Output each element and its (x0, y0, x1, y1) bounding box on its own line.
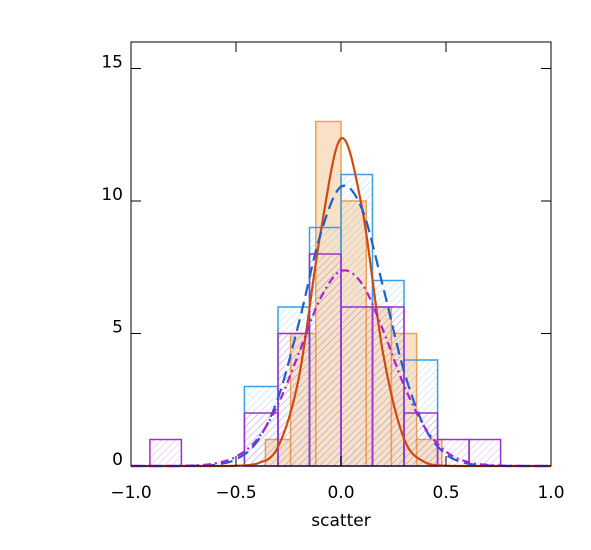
x-tick-label: 1.0 (537, 483, 564, 503)
histogram-bar (371, 306, 405, 467)
y-tick-label: 10 (101, 185, 123, 205)
histogram-bar (277, 332, 311, 467)
histogram-bar (149, 438, 183, 467)
y-tick-label: 5 (112, 318, 123, 338)
fit-curve (131, 184, 551, 468)
x-tick-label: −1.0 (110, 483, 151, 503)
histogram-bar (468, 438, 502, 467)
y-tick-label: 0 (112, 450, 123, 470)
x-tick-label: −0.5 (215, 483, 256, 503)
fit-curve (131, 269, 551, 468)
histogram-bar (308, 253, 342, 467)
x-axis-label: scatter (311, 511, 370, 531)
x-tick-label: 0.5 (432, 483, 459, 503)
histogram-bar (340, 306, 374, 467)
plot-area (131, 120, 551, 468)
x-tick-label: 0.0 (327, 483, 354, 503)
histogram-bar (243, 412, 279, 467)
y-tick-label: 15 (101, 53, 123, 73)
